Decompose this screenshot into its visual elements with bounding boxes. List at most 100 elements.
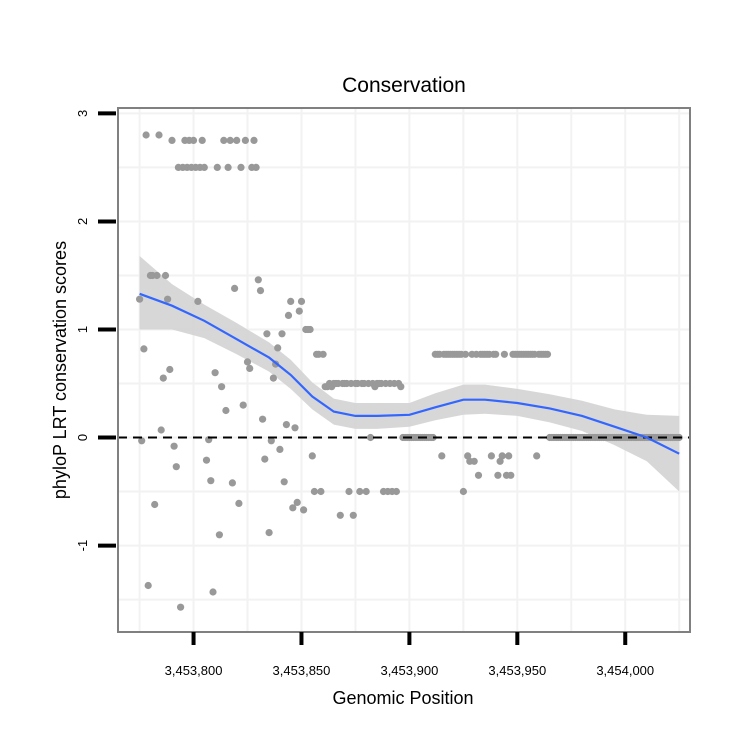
data-point — [507, 471, 515, 479]
data-point — [237, 163, 245, 171]
data-point — [172, 463, 180, 471]
x-tick-label: 3,453,900 — [380, 663, 438, 678]
data-point — [269, 374, 277, 382]
data-point — [153, 271, 161, 280]
data-point — [254, 276, 262, 284]
data-points — [136, 131, 683, 611]
data-point — [138, 437, 146, 445]
data-point — [142, 131, 150, 139]
smooth-trend-line — [139, 292, 680, 455]
data-point — [543, 350, 552, 358]
data-point — [287, 297, 295, 305]
data-point — [209, 588, 217, 596]
data-point — [276, 445, 284, 453]
data-point — [297, 297, 306, 305]
data-point — [496, 457, 504, 465]
data-point — [164, 295, 172, 303]
data-point — [362, 487, 370, 496]
data-point — [202, 456, 211, 464]
y-axis-title: phyloP LRT conservation scores — [50, 241, 70, 499]
data-point — [177, 603, 185, 611]
data-point — [239, 401, 247, 409]
data-point — [159, 374, 167, 382]
panel-background — [118, 108, 690, 632]
data-point — [392, 487, 400, 496]
y-tick-label: -1 — [75, 540, 90, 552]
data-point — [157, 426, 165, 434]
data-point — [470, 457, 478, 465]
data-point — [144, 581, 152, 590]
data-point — [261, 455, 269, 463]
panel-border — [117, 107, 691, 633]
data-point — [474, 471, 483, 479]
data-point — [274, 344, 282, 352]
data-point — [282, 421, 290, 429]
data-point — [265, 529, 273, 537]
chart-title: Conservation — [342, 74, 466, 97]
data-point — [438, 452, 446, 460]
data-point — [228, 479, 236, 487]
data-point — [222, 406, 230, 415]
data-point — [246, 364, 254, 372]
data-point — [259, 415, 267, 423]
data-point — [464, 452, 472, 460]
data-point — [207, 477, 215, 485]
data-point — [189, 136, 198, 144]
smooth-line-path — [139, 292, 680, 455]
data-point — [218, 383, 226, 391]
x-tick-label: 3,453,950 — [488, 663, 546, 678]
y-tick-label: 0 — [75, 434, 90, 441]
data-point — [226, 136, 234, 144]
data-point — [487, 452, 495, 460]
data-point — [220, 136, 228, 144]
data-point — [241, 136, 249, 144]
data-point — [256, 287, 265, 295]
data-point — [459, 487, 467, 496]
data-point — [213, 163, 221, 171]
data-point — [284, 311, 293, 319]
data-point — [267, 437, 275, 445]
data-point — [345, 487, 353, 496]
data-point — [494, 471, 502, 479]
data-point — [319, 350, 327, 358]
data-point — [300, 506, 308, 514]
data-point — [500, 350, 508, 358]
data-point — [498, 452, 506, 460]
data-point — [461, 350, 470, 358]
data-point — [136, 295, 144, 303]
grid-lines — [118, 108, 690, 632]
axes: 3,453,800 3,453,850 3,453,900 3,453,950 3,45… — [75, 107, 691, 678]
data-point — [278, 330, 286, 338]
data-point — [263, 330, 271, 338]
data-point — [293, 498, 301, 506]
data-point — [533, 452, 541, 460]
data-point — [291, 424, 299, 432]
data-point — [198, 136, 206, 144]
plot-panel — [118, 108, 690, 632]
data-point — [151, 500, 159, 509]
y-tick-label: 2 — [75, 218, 90, 225]
data-point — [231, 284, 239, 292]
data-point — [349, 511, 357, 519]
data-point — [224, 163, 232, 171]
data-point — [233, 136, 241, 144]
data-point — [170, 442, 178, 450]
data-point — [166, 365, 174, 374]
data-point — [200, 163, 208, 171]
y-tick-label: 3 — [75, 110, 90, 117]
data-point — [317, 487, 325, 496]
data-point — [366, 433, 375, 442]
data-point — [235, 499, 243, 507]
data-point — [356, 487, 364, 496]
data-point — [155, 131, 163, 139]
x-tick-label: 3,453,800 — [165, 663, 223, 678]
data-point — [310, 487, 318, 496]
x-tick-label: 3,453,850 — [273, 663, 331, 678]
data-point — [215, 531, 223, 539]
data-point — [280, 478, 288, 486]
x-axis-title: Genomic Position — [332, 688, 473, 708]
data-point — [243, 358, 252, 366]
data-point — [492, 350, 500, 358]
x-tick-label: 3,454,000 — [596, 663, 654, 678]
